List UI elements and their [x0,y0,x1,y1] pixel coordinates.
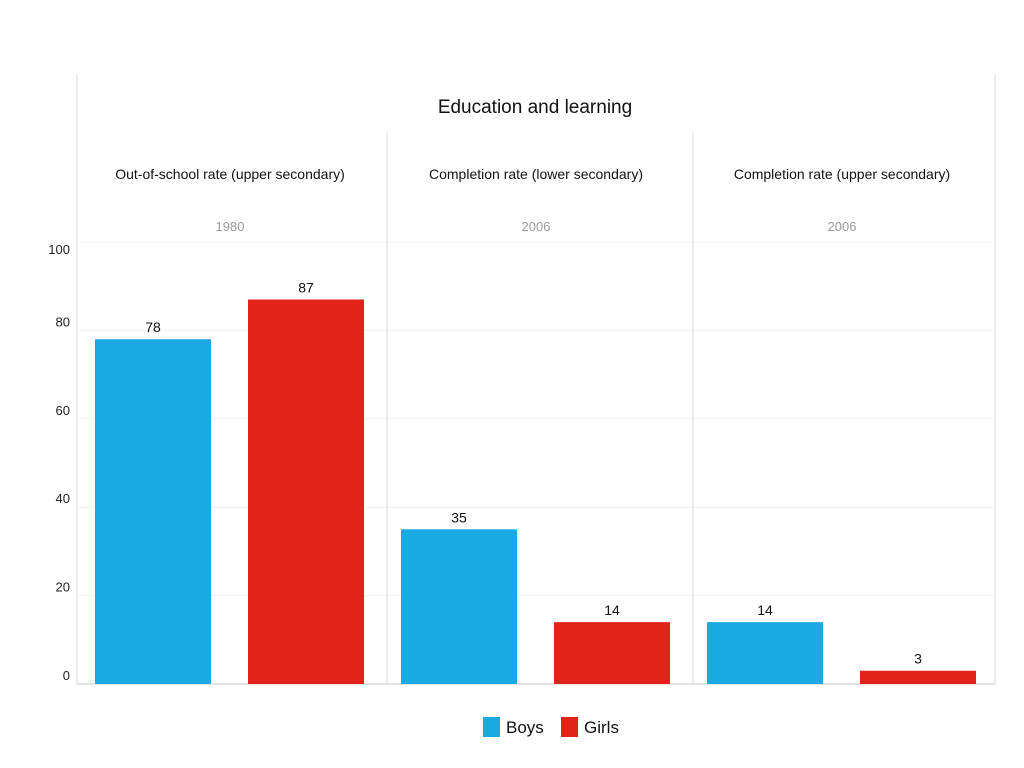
data-label: 35 [451,509,467,525]
data-label: 87 [298,279,314,295]
data-label: 14 [604,602,620,618]
legend-label-boys: Boys [506,718,544,737]
chart-title: Education and learning [438,97,632,118]
y-tick-label: 20 [56,580,70,595]
y-tick-label: 100 [48,242,70,257]
data-label: 3 [914,651,922,667]
y-tick-label: 0 [63,668,70,683]
panel-year: 2006 [828,219,857,234]
panel-year: 1980 [216,219,245,234]
panel-title: Out-of-school rate (upper secondary) [115,166,345,182]
legend-label-girls: Girls [584,718,619,737]
y-tick-label: 80 [56,314,70,329]
bar-boys [95,339,211,684]
bar-boys [401,529,517,684]
panel-year: 2006 [522,219,551,234]
bar-boys [707,622,823,684]
panel-title: Completion rate (upper secondary) [734,166,950,182]
y-tick-label: 60 [56,403,70,418]
bar-girls [248,299,364,684]
bar-girls [554,622,670,684]
y-tick-label: 40 [56,491,70,506]
panel-title: Completion rate (lower secondary) [429,166,643,182]
legend-swatch-boys [483,717,500,737]
legend-swatch-girls [561,717,578,737]
data-label: 78 [145,319,161,335]
bar-girls [860,670,976,684]
data-label: 14 [757,602,773,618]
